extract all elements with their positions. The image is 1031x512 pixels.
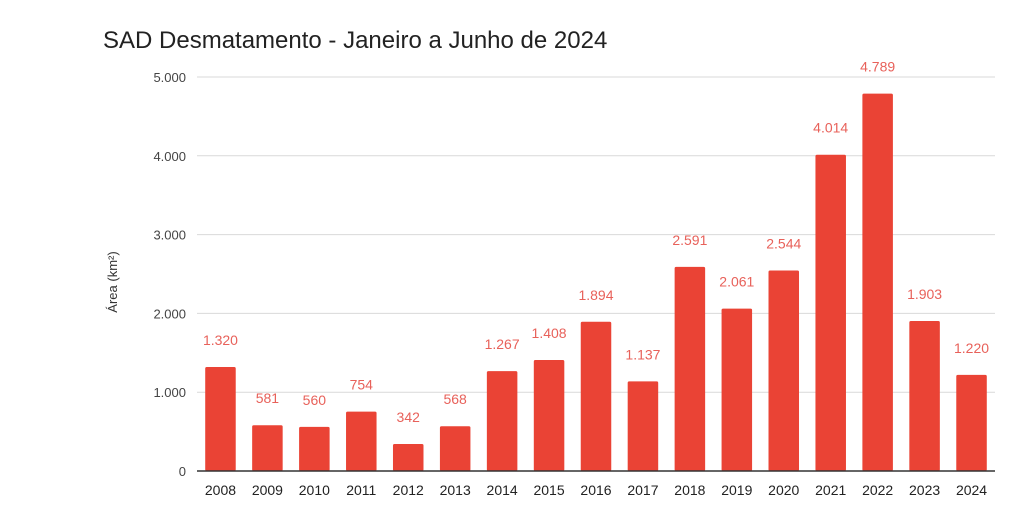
y-tick-label: 3.000: [153, 228, 186, 243]
x-tick-label: 2023: [909, 482, 940, 498]
x-tick-label: 2020: [768, 482, 799, 498]
x-tick-label: 2010: [299, 482, 330, 498]
bar-2014: [486, 371, 518, 471]
x-tick-label: 2014: [487, 482, 518, 498]
bar-2017: [627, 381, 659, 471]
gridlines: [197, 76, 995, 393]
x-tick-label: 2021: [815, 482, 846, 498]
chart-title: SAD Desmatamento - Janeiro a Junho de 20…: [103, 27, 607, 54]
data-label-2018: 2.591: [672, 232, 707, 248]
data-label-2020: 2.544: [766, 236, 801, 252]
bar-2015: [533, 360, 565, 471]
x-tick-label: 2013: [440, 482, 471, 498]
bar-2020: [768, 270, 800, 471]
x-tick-label: 2009: [252, 482, 283, 498]
data-label-2012: 342: [397, 409, 421, 425]
y-axis-ticks: 0 1.000 2.000 3.000 4.000 5.000: [153, 70, 186, 479]
bar-2021: [815, 154, 846, 472]
y-tick-label: 4.000: [153, 149, 186, 164]
bar-2010: [299, 426, 330, 471]
x-tick-label: 2019: [721, 482, 752, 498]
data-label-2019: 2.061: [719, 274, 754, 290]
x-tick-label: 2024: [956, 482, 987, 498]
bar-2024: [956, 374, 987, 471]
data-label-2010: 560: [303, 392, 327, 408]
y-axis-label: Área (km²): [105, 251, 120, 312]
data-label-2017: 1.137: [625, 346, 660, 362]
bar-2016: [580, 321, 612, 471]
x-tick-label: 2017: [627, 482, 658, 498]
x-tick-label: 2008: [205, 482, 236, 498]
x-tick-label: 2012: [393, 482, 424, 498]
bar-2008: [205, 366, 236, 471]
bar-2019: [721, 308, 753, 471]
y-tick-label: 1.000: [153, 385, 186, 400]
bar-2009: [252, 425, 283, 471]
x-tick-label: 2011: [346, 482, 376, 498]
data-label-2009: 581: [256, 390, 280, 406]
data-label-2011: 754: [350, 377, 374, 393]
bar-2013: [439, 426, 471, 471]
bar-2023: [909, 321, 940, 471]
data-label-2024: 1.220: [954, 340, 989, 356]
data-labels: 1.320 581 560 754 342 568 1.267 1.408 1.894 1.137…: [203, 59, 989, 425]
bars: [205, 93, 987, 472]
bar-2018: [674, 266, 706, 471]
x-tick-label: 2018: [674, 482, 705, 498]
x-tick-label: 2016: [580, 482, 611, 498]
bar-2012: [392, 444, 424, 471]
data-label-2014: 1.267: [485, 336, 520, 352]
x-axis-ticks: 2008 2009 2010 2011 2012 2013 2014 2015 2016 2017…: [205, 482, 987, 498]
data-label-2016: 1.894: [578, 287, 613, 303]
data-label-2022: 4.789: [860, 59, 895, 75]
y-tick-label: 2.000: [153, 306, 186, 321]
data-label-2015: 1.408: [532, 325, 567, 341]
data-label-2023: 1.903: [907, 286, 942, 302]
bar-2022: [862, 93, 893, 471]
x-tick-label: 2022: [862, 482, 893, 498]
bar-2011: [346, 411, 377, 471]
y-tick-label: 0: [179, 464, 186, 479]
data-label-2021: 4.014: [813, 120, 848, 136]
data-label-2008: 1.320: [203, 332, 238, 348]
data-label-2013: 568: [443, 391, 467, 407]
y-tick-label: 5.000: [153, 70, 186, 85]
x-tick-label: 2015: [533, 482, 564, 498]
